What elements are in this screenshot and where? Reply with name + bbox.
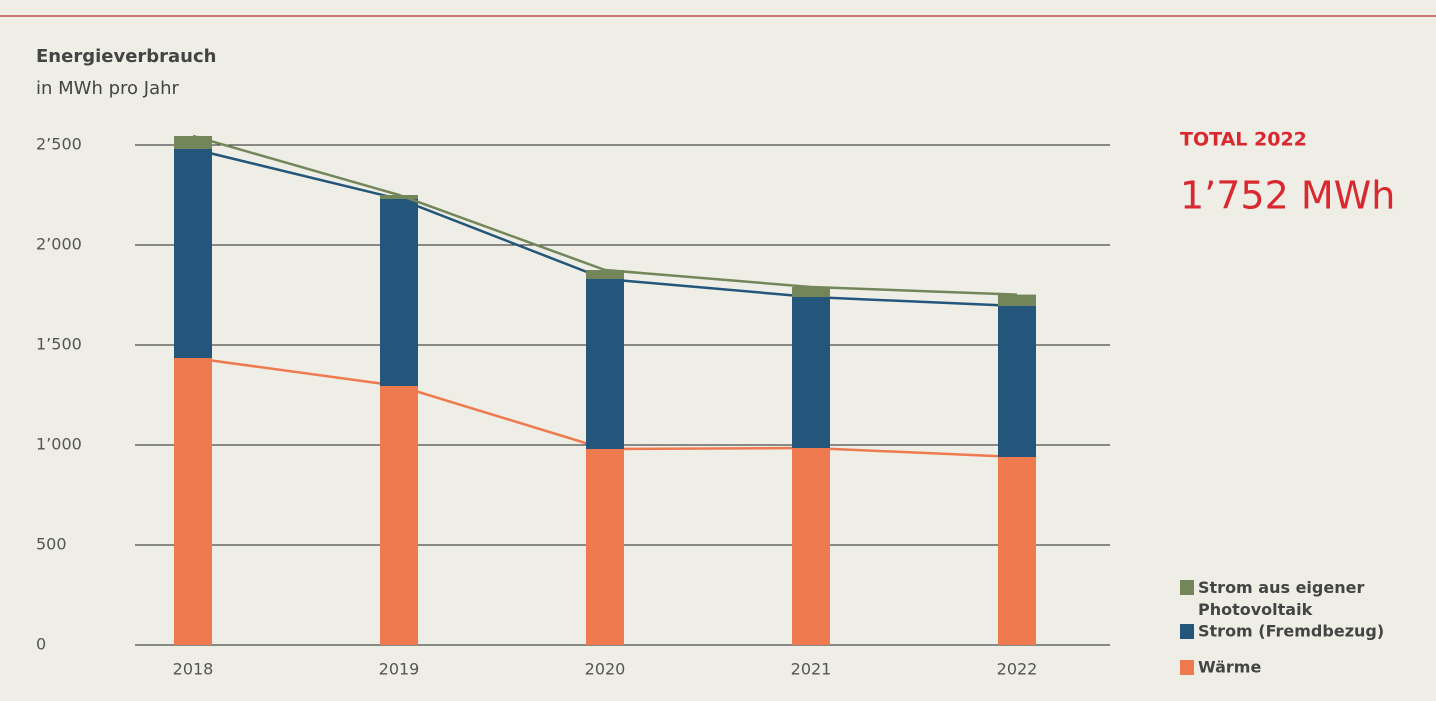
bar-segment: [174, 149, 212, 358]
bar-segment: [586, 279, 624, 449]
legend-label: Strom aus eigener Photovoltaik: [1198, 578, 1364, 619]
trend-line: [192, 134, 1018, 296]
bar-segment: [380, 199, 418, 386]
x-tick-label: 2018: [173, 660, 214, 679]
bar-segment: [586, 270, 624, 279]
bar-segment: [998, 306, 1036, 457]
bar-segment: [792, 448, 830, 645]
y-tick-label: 1’500: [36, 335, 82, 354]
x-tick-label: 2019: [379, 660, 420, 679]
bar-segment: [174, 358, 212, 645]
bar-segment: [998, 294, 1036, 306]
legend-swatch: [1180, 624, 1194, 639]
legend-swatch: [1180, 660, 1194, 675]
y-tick-label: 500: [36, 535, 67, 554]
x-tick-label: 2022: [997, 660, 1038, 679]
bar-segment: [174, 136, 212, 149]
legend-label: Wärme: [1198, 658, 1261, 677]
chart-subtitle: in MWh pro Jahr: [36, 78, 180, 99]
bar-segment: [998, 457, 1036, 645]
total-value: 1’752 MWh: [1180, 174, 1395, 218]
bar-segment: [792, 297, 830, 448]
x-tick-label: 2021: [791, 660, 832, 679]
total-title: TOTAL 2022: [1180, 129, 1307, 151]
y-tick-label: 0: [36, 635, 46, 654]
bar-segment: [380, 195, 418, 199]
legend-label: Strom (Fremdbezug): [1198, 622, 1384, 641]
chart-title: Energieverbrauch: [36, 46, 216, 67]
y-tick-label: 2’000: [36, 235, 82, 254]
y-tick-label: 2’500: [36, 135, 82, 154]
bar-segment: [380, 386, 418, 645]
bar-segment: [792, 287, 830, 297]
y-tick-label: 1’000: [36, 435, 82, 454]
x-tick-label: 2020: [585, 660, 626, 679]
legend-swatch: [1180, 580, 1194, 595]
bar-segment: [586, 449, 624, 645]
